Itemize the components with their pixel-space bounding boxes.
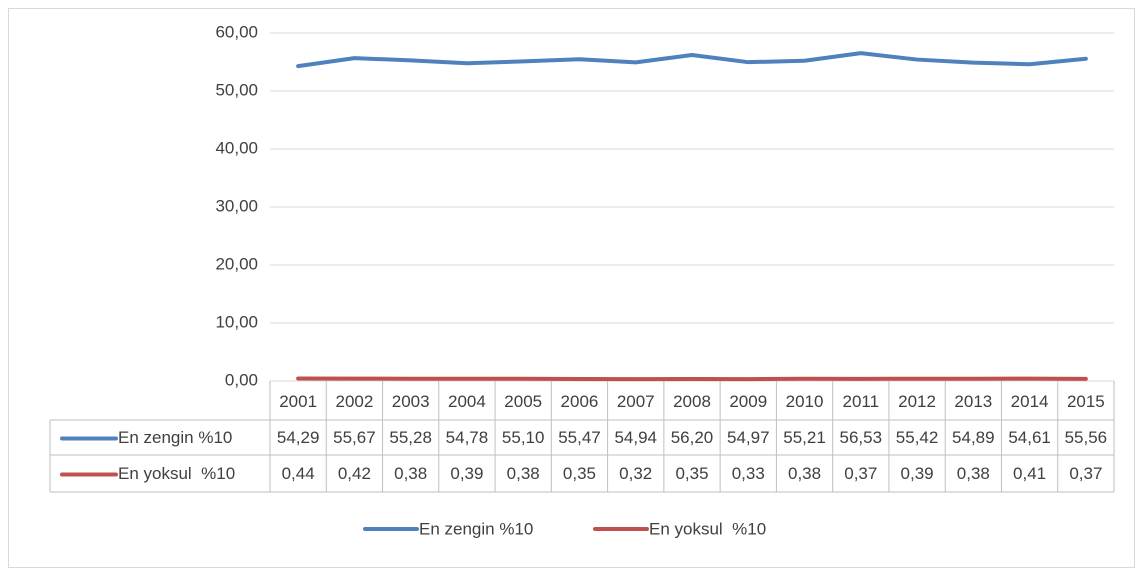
table-cell: 54,94 [614, 428, 657, 447]
x-tick-label: 2003 [392, 392, 430, 411]
table-cell: 54,61 [1008, 428, 1051, 447]
table-cell: 54,78 [446, 428, 489, 447]
table-cell: 54,89 [952, 428, 995, 447]
x-tick-label: 2006 [561, 392, 599, 411]
table-cell: 54,29 [277, 428, 320, 447]
table-cell: 0,37 [844, 464, 877, 483]
table-cell: 55,67 [333, 428, 376, 447]
y-tick-label: 20,00 [215, 254, 258, 273]
table-cell: 0,38 [788, 464, 821, 483]
table-cell: 0,39 [901, 464, 934, 483]
table-cell: 55,42 [896, 428, 939, 447]
series-line [296, 376, 1088, 382]
table-cell: 0,35 [675, 464, 708, 483]
table-cell: 0,44 [282, 464, 315, 483]
y-tick-label: 40,00 [215, 138, 258, 157]
x-tick-label: 2014 [1011, 392, 1049, 411]
table-cell: 0,42 [338, 464, 371, 483]
table-cell: 55,10 [502, 428, 545, 447]
x-tick-label: 2011 [843, 392, 880, 411]
table-row-label: En yoksul %10 [118, 464, 235, 483]
chart-border [8, 8, 1135, 568]
table-row-label: En zengin %10 [118, 428, 232, 447]
table-cell: 55,56 [1065, 428, 1108, 447]
x-tick-label: 2008 [673, 392, 711, 411]
x-tick-label: 2013 [954, 392, 992, 411]
table-cell: 54,97 [727, 428, 770, 447]
x-tick-label: 2007 [617, 392, 655, 411]
x-tick-label: 2005 [504, 392, 542, 411]
table-cell: 0,38 [507, 464, 540, 483]
legend-label: En zengin %10 [419, 519, 533, 538]
legend-label: En yoksul %10 [649, 519, 766, 538]
table-cell: 0,32 [619, 464, 652, 483]
table-cell: 0,39 [450, 464, 483, 483]
table-cell: 0,37 [1069, 464, 1102, 483]
y-tick-label: 60,00 [215, 22, 258, 41]
series-line [296, 51, 1088, 69]
x-tick-label: 2015 [1067, 392, 1105, 411]
table-cell: 55,28 [389, 428, 432, 447]
table-cell: 0,35 [563, 464, 596, 483]
x-tick-label: 2002 [335, 392, 373, 411]
x-tick-label: 2012 [898, 392, 936, 411]
x-tick-label: 2010 [786, 392, 824, 411]
x-tick-label: 2001 [279, 392, 317, 411]
x-tick-label: 2004 [448, 392, 486, 411]
y-tick-label: 10,00 [215, 312, 258, 331]
x-tick-label: 2009 [729, 392, 767, 411]
table-cell: 55,21 [783, 428, 826, 447]
table-cell: 0,38 [394, 464, 427, 483]
table-cell: 56,53 [840, 428, 883, 447]
table-cell: 56,20 [671, 428, 714, 447]
table-cell: 55,47 [558, 428, 601, 447]
table-cell: 0,33 [732, 464, 765, 483]
table-cell: 0,41 [1013, 464, 1046, 483]
y-tick-label: 0,00 [225, 370, 258, 389]
y-tick-label: 50,00 [215, 80, 258, 99]
y-tick-label: 30,00 [215, 196, 258, 215]
table-cell: 0,38 [957, 464, 990, 483]
